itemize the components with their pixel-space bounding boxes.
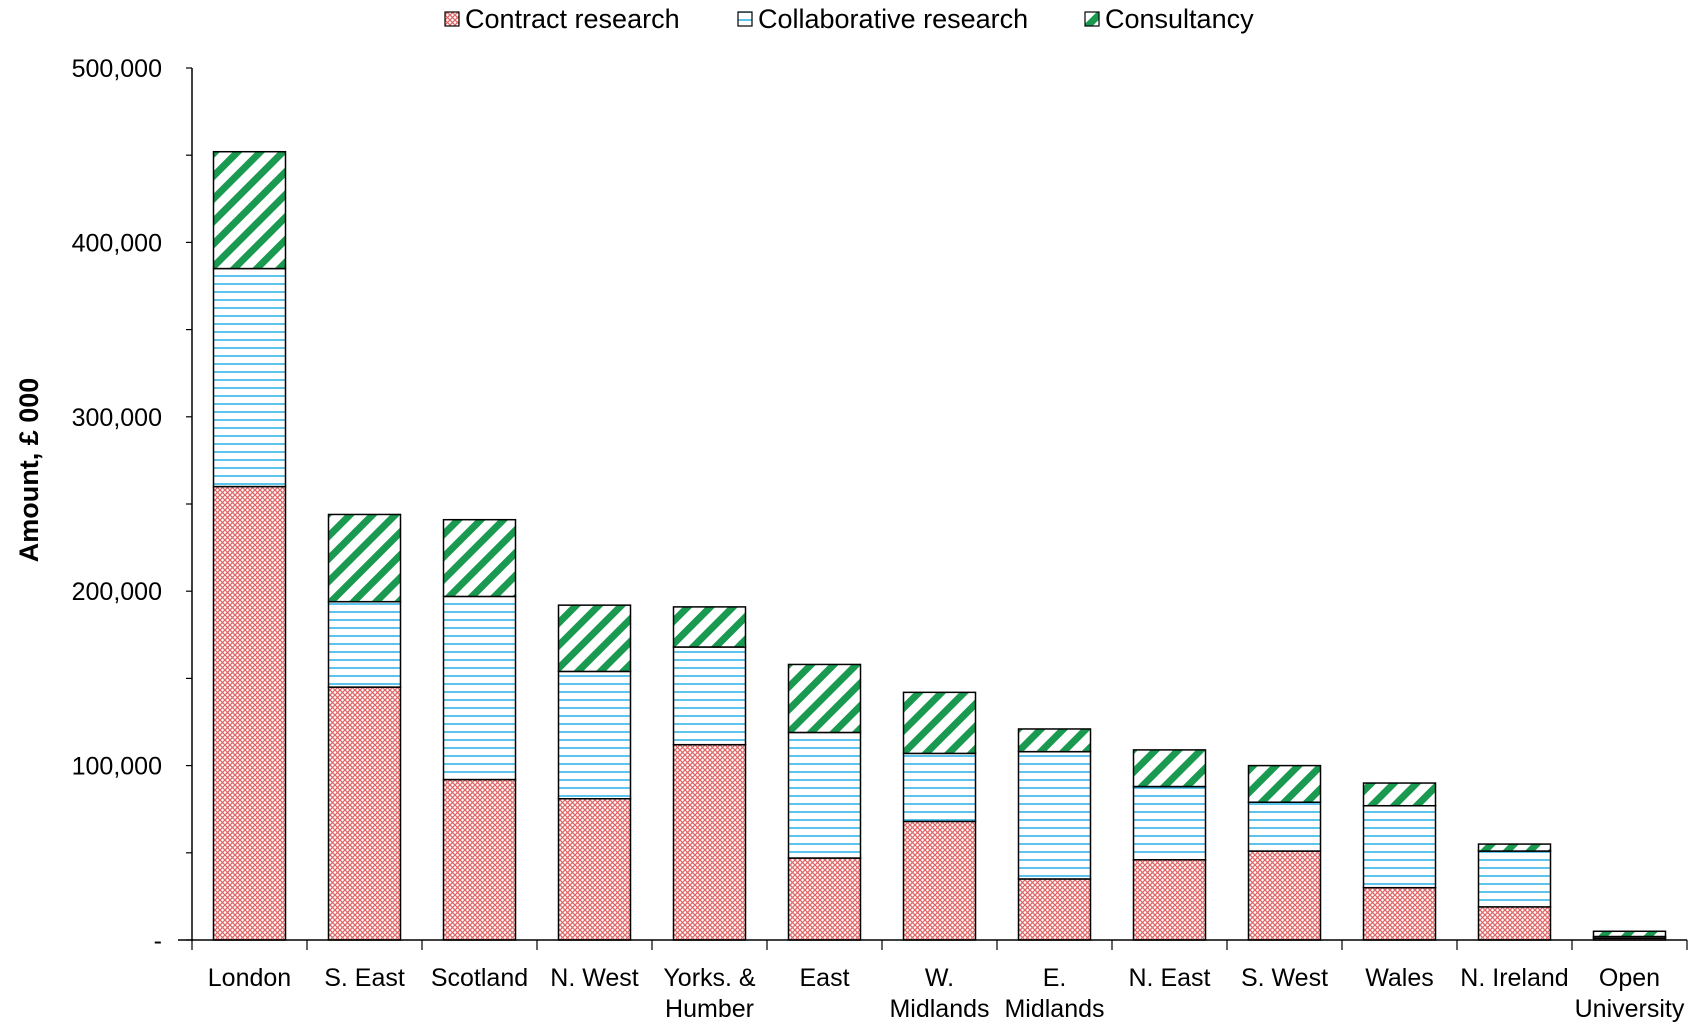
- x-tick-label: East: [799, 964, 849, 992]
- x-tick-label: Scotland: [431, 964, 528, 992]
- bar-segment-diagonal-stripes: [1362, 782, 1437, 807]
- bar-segment-crosshatch: [557, 797, 632, 941]
- bar-segment-horizontal-lines: [1362, 804, 1437, 889]
- x-tick-label: N. Ireland: [1460, 964, 1568, 992]
- bar-segment-horizontal-lines: [327, 600, 402, 688]
- legend-label: Contract research: [465, 4, 680, 34]
- y-axis: - 100,000 200,000 300,000 400,000 500,000: [72, 55, 193, 955]
- bar-stack: [787, 663, 862, 941]
- legend-swatch: [444, 11, 460, 27]
- x-tick-label: Open University: [1575, 964, 1685, 1023]
- bar-stack: [1477, 843, 1552, 941]
- bar-stack: [1362, 782, 1437, 941]
- bar-segment-crosshatch: [327, 686, 402, 941]
- bar-stack: [1017, 728, 1092, 941]
- bar-segment-diagonal-stripes: [442, 518, 517, 598]
- bar-segment-diagonal-stripes: [1477, 843, 1552, 852]
- bar-segment-crosshatch: [1247, 850, 1322, 941]
- legend: Contract research Collaborative research C…: [444, 4, 1254, 34]
- x-tick-label: Yorks. & Humber: [663, 964, 756, 1023]
- bar-segment-horizontal-lines: [1017, 750, 1092, 880]
- x-tick-label: Wales: [1365, 964, 1434, 992]
- bar-segment-horizontal-lines: [1477, 850, 1552, 908]
- bar-segment-diagonal-stripes: [1247, 764, 1322, 803]
- y-tick-label: 400,000: [72, 229, 162, 257]
- bar-segment-horizontal-lines: [442, 595, 517, 781]
- bar-segment-horizontal-lines: [672, 646, 747, 746]
- bar-segment-crosshatch: [672, 743, 747, 941]
- bar-segment-crosshatch: [1017, 878, 1092, 941]
- bar-segment-diagonal-stripes: [212, 150, 287, 270]
- x-tick-label: N. West: [550, 964, 638, 992]
- x-axis: London S. East Scotland N. West Yorks. & Humb…: [178, 939, 1688, 1023]
- bar-segment-crosshatch: [787, 857, 862, 941]
- bar-stack: [442, 518, 517, 941]
- legend-swatch: [737, 11, 753, 27]
- x-tick-label: S. East: [324, 964, 405, 992]
- legend-label: Collaborative research: [758, 4, 1028, 34]
- bar-segment-diagonal-stripes: [1132, 749, 1207, 788]
- bar-segment-horizontal-lines: [212, 267, 287, 488]
- y-tick-label: 200,000: [72, 578, 162, 606]
- bar-segment-crosshatch: [1362, 886, 1437, 941]
- bar-segment-crosshatch: [442, 778, 517, 941]
- bar-segment-crosshatch: [902, 820, 977, 941]
- bar-stack: [212, 150, 287, 941]
- bar-segment-horizontal-lines: [902, 752, 977, 823]
- bar-stack: [1132, 749, 1207, 941]
- x-tick-label: W. Midlands: [889, 964, 989, 1023]
- bar-segment-crosshatch: [1477, 906, 1552, 941]
- bar-stack: [672, 606, 747, 941]
- bars: [212, 150, 1667, 941]
- y-tick-label: 500,000: [72, 55, 162, 83]
- legend-item: Collaborative research: [737, 4, 1028, 34]
- legend-swatch: [1084, 11, 1100, 27]
- y-axis-title: Amount, £ 000: [14, 378, 44, 563]
- bar-segment-diagonal-stripes: [327, 513, 402, 603]
- bar-stack: [1592, 930, 1667, 941]
- bar-segment-diagonal-stripes: [902, 691, 977, 755]
- bar-segment-diagonal-stripes: [1017, 728, 1092, 753]
- bar-stack: [557, 604, 632, 941]
- bar-segment-horizontal-lines: [1247, 801, 1322, 852]
- x-tick-label: N. East: [1129, 964, 1211, 992]
- bar-segment-crosshatch: [1132, 859, 1207, 941]
- legend-item: Contract research: [444, 4, 680, 34]
- x-tick-label: E. Midlands: [1004, 964, 1104, 1023]
- bar-segment-diagonal-stripes: [1592, 930, 1667, 938]
- bar-stack: [902, 691, 977, 941]
- y-tick-label: -: [154, 927, 162, 955]
- legend-item: Consultancy: [1084, 4, 1254, 34]
- bar-segment-horizontal-lines: [557, 670, 632, 800]
- x-tick-label: London: [208, 964, 291, 992]
- legend-label: Consultancy: [1105, 4, 1254, 34]
- bar-segment-diagonal-stripes: [557, 604, 632, 673]
- bar-segment-crosshatch: [212, 485, 287, 941]
- y-tick-label: 100,000: [72, 753, 162, 781]
- bar-segment-horizontal-lines: [1132, 785, 1207, 861]
- bar-segment-diagonal-stripes: [672, 606, 747, 648]
- bar-stack: [327, 513, 402, 941]
- bar-stack: [1247, 764, 1322, 941]
- bar-segment-horizontal-lines: [787, 731, 862, 859]
- y-tick-label: 300,000: [72, 404, 162, 432]
- bar-segment-diagonal-stripes: [787, 663, 862, 734]
- x-tick-label: S. West: [1241, 964, 1328, 992]
